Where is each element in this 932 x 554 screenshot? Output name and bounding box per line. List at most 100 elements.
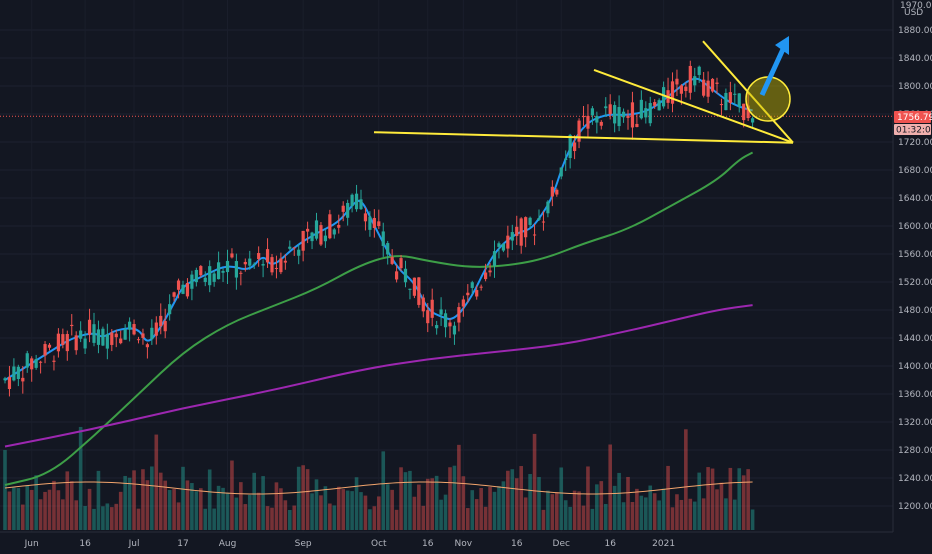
- candle-body[interactable]: [25, 353, 29, 368]
- candle-body[interactable]: [528, 217, 532, 225]
- candle-body[interactable]: [724, 92, 728, 111]
- candle-body[interactable]: [470, 282, 474, 288]
- candle-body[interactable]: [234, 261, 238, 278]
- candle-body[interactable]: [613, 105, 617, 124]
- candle-body[interactable]: [595, 115, 599, 123]
- candle-body[interactable]: [466, 292, 470, 296]
- candle-body[interactable]: [96, 329, 101, 345]
- candle-body[interactable]: [581, 116, 586, 118]
- candle-body[interactable]: [185, 282, 190, 297]
- candle-body[interactable]: [443, 313, 448, 328]
- candle-body[interactable]: [590, 108, 594, 116]
- candle-body[interactable]: [662, 87, 666, 107]
- candle-body[interactable]: [265, 249, 270, 263]
- candle-body[interactable]: [225, 260, 230, 273]
- candle-body[interactable]: [163, 321, 167, 332]
- candle-body[interactable]: [728, 92, 732, 103]
- breakout-arrow-shaft[interactable]: [759, 45, 787, 97]
- candle-body[interactable]: [306, 228, 310, 232]
- candle-body[interactable]: [3, 378, 7, 381]
- candle-body[interactable]: [501, 243, 505, 251]
- candle-body[interactable]: [408, 288, 412, 290]
- candle-body[interactable]: [110, 332, 114, 345]
- candle-body[interactable]: [475, 290, 479, 297]
- candle-body[interactable]: [221, 270, 225, 273]
- candle-body[interactable]: [546, 201, 550, 214]
- candle-body[interactable]: [288, 246, 292, 249]
- candle-body[interactable]: [488, 270, 492, 273]
- candle-body[interactable]: [697, 66, 701, 75]
- candle-body[interactable]: [314, 220, 319, 239]
- candle-body[interactable]: [39, 361, 43, 363]
- candle-body[interactable]: [159, 315, 163, 327]
- candle-body[interactable]: [430, 299, 434, 318]
- candlesticks[interactable]: [3, 60, 755, 397]
- candle-body[interactable]: [128, 321, 132, 330]
- candle-body[interactable]: [675, 78, 679, 85]
- candle-body[interactable]: [435, 325, 439, 329]
- candle-body[interactable]: [403, 268, 408, 283]
- candle-body[interactable]: [719, 104, 724, 106]
- candle-body[interactable]: [7, 377, 12, 390]
- candle-body[interactable]: [746, 105, 750, 119]
- candle-body[interactable]: [346, 202, 350, 218]
- candle-body[interactable]: [319, 225, 323, 245]
- candle-body[interactable]: [252, 263, 256, 265]
- candle-body[interactable]: [350, 194, 354, 207]
- candle-body[interactable]: [586, 115, 590, 129]
- candle-body[interactable]: [172, 292, 176, 297]
- candle-body[interactable]: [34, 359, 38, 368]
- candle-body[interactable]: [30, 358, 34, 370]
- candle-body[interactable]: [608, 104, 612, 115]
- candle-body[interactable]: [87, 319, 92, 335]
- candle-body[interactable]: [448, 322, 452, 327]
- candle-body[interactable]: [377, 221, 381, 227]
- candle-body[interactable]: [70, 324, 74, 327]
- candle-body[interactable]: [532, 234, 537, 236]
- candle-body[interactable]: [710, 78, 715, 92]
- drawing-annotations[interactable]: [373, 36, 794, 144]
- candle-body[interactable]: [555, 189, 559, 195]
- candle-body[interactable]: [519, 218, 523, 246]
- candle-body[interactable]: [239, 272, 243, 274]
- candle-body[interactable]: [372, 217, 376, 228]
- candle-body[interactable]: [61, 334, 65, 345]
- candle-body[interactable]: [564, 158, 568, 161]
- candle-body[interactable]: [715, 82, 719, 84]
- candle-body[interactable]: [670, 81, 675, 104]
- candle-body[interactable]: [644, 108, 648, 118]
- candle-body[interactable]: [136, 339, 141, 341]
- candle-body[interactable]: [497, 243, 501, 247]
- candle-body[interactable]: [461, 299, 465, 307]
- candle-body[interactable]: [243, 261, 247, 265]
- candle-body[interactable]: [630, 102, 635, 128]
- candle-body[interactable]: [92, 324, 96, 343]
- descending-trendline-steep[interactable]: [702, 40, 794, 144]
- candle-body[interactable]: [688, 65, 692, 93]
- candle-body[interactable]: [274, 267, 279, 269]
- candle-body[interactable]: [368, 216, 372, 230]
- candle-body[interactable]: [693, 76, 697, 86]
- candle-body[interactable]: [515, 226, 519, 236]
- candle-body[interactable]: [706, 80, 710, 97]
- candle-body[interactable]: [212, 273, 216, 282]
- candle-body[interactable]: [604, 106, 608, 109]
- candle-body[interactable]: [194, 269, 198, 283]
- candle-body[interactable]: [684, 86, 688, 92]
- candle-body[interactable]: [123, 329, 127, 340]
- candle-body[interactable]: [230, 253, 234, 258]
- candle-body[interactable]: [199, 266, 203, 276]
- candle-body[interactable]: [74, 335, 78, 351]
- candle-body[interactable]: [635, 123, 639, 128]
- candle-body[interactable]: [354, 193, 359, 210]
- candle-body[interactable]: [83, 338, 87, 349]
- candle-body[interactable]: [181, 284, 185, 294]
- candle-body[interactable]: [510, 232, 514, 241]
- breakout-arrow-head[interactable]: [775, 36, 789, 55]
- candle-body[interactable]: [381, 231, 385, 246]
- candle-body[interactable]: [648, 103, 652, 124]
- candle-body[interactable]: [190, 274, 194, 289]
- candle-body[interactable]: [702, 79, 706, 96]
- candle-body[interactable]: [421, 297, 425, 312]
- candle-body[interactable]: [208, 266, 212, 286]
